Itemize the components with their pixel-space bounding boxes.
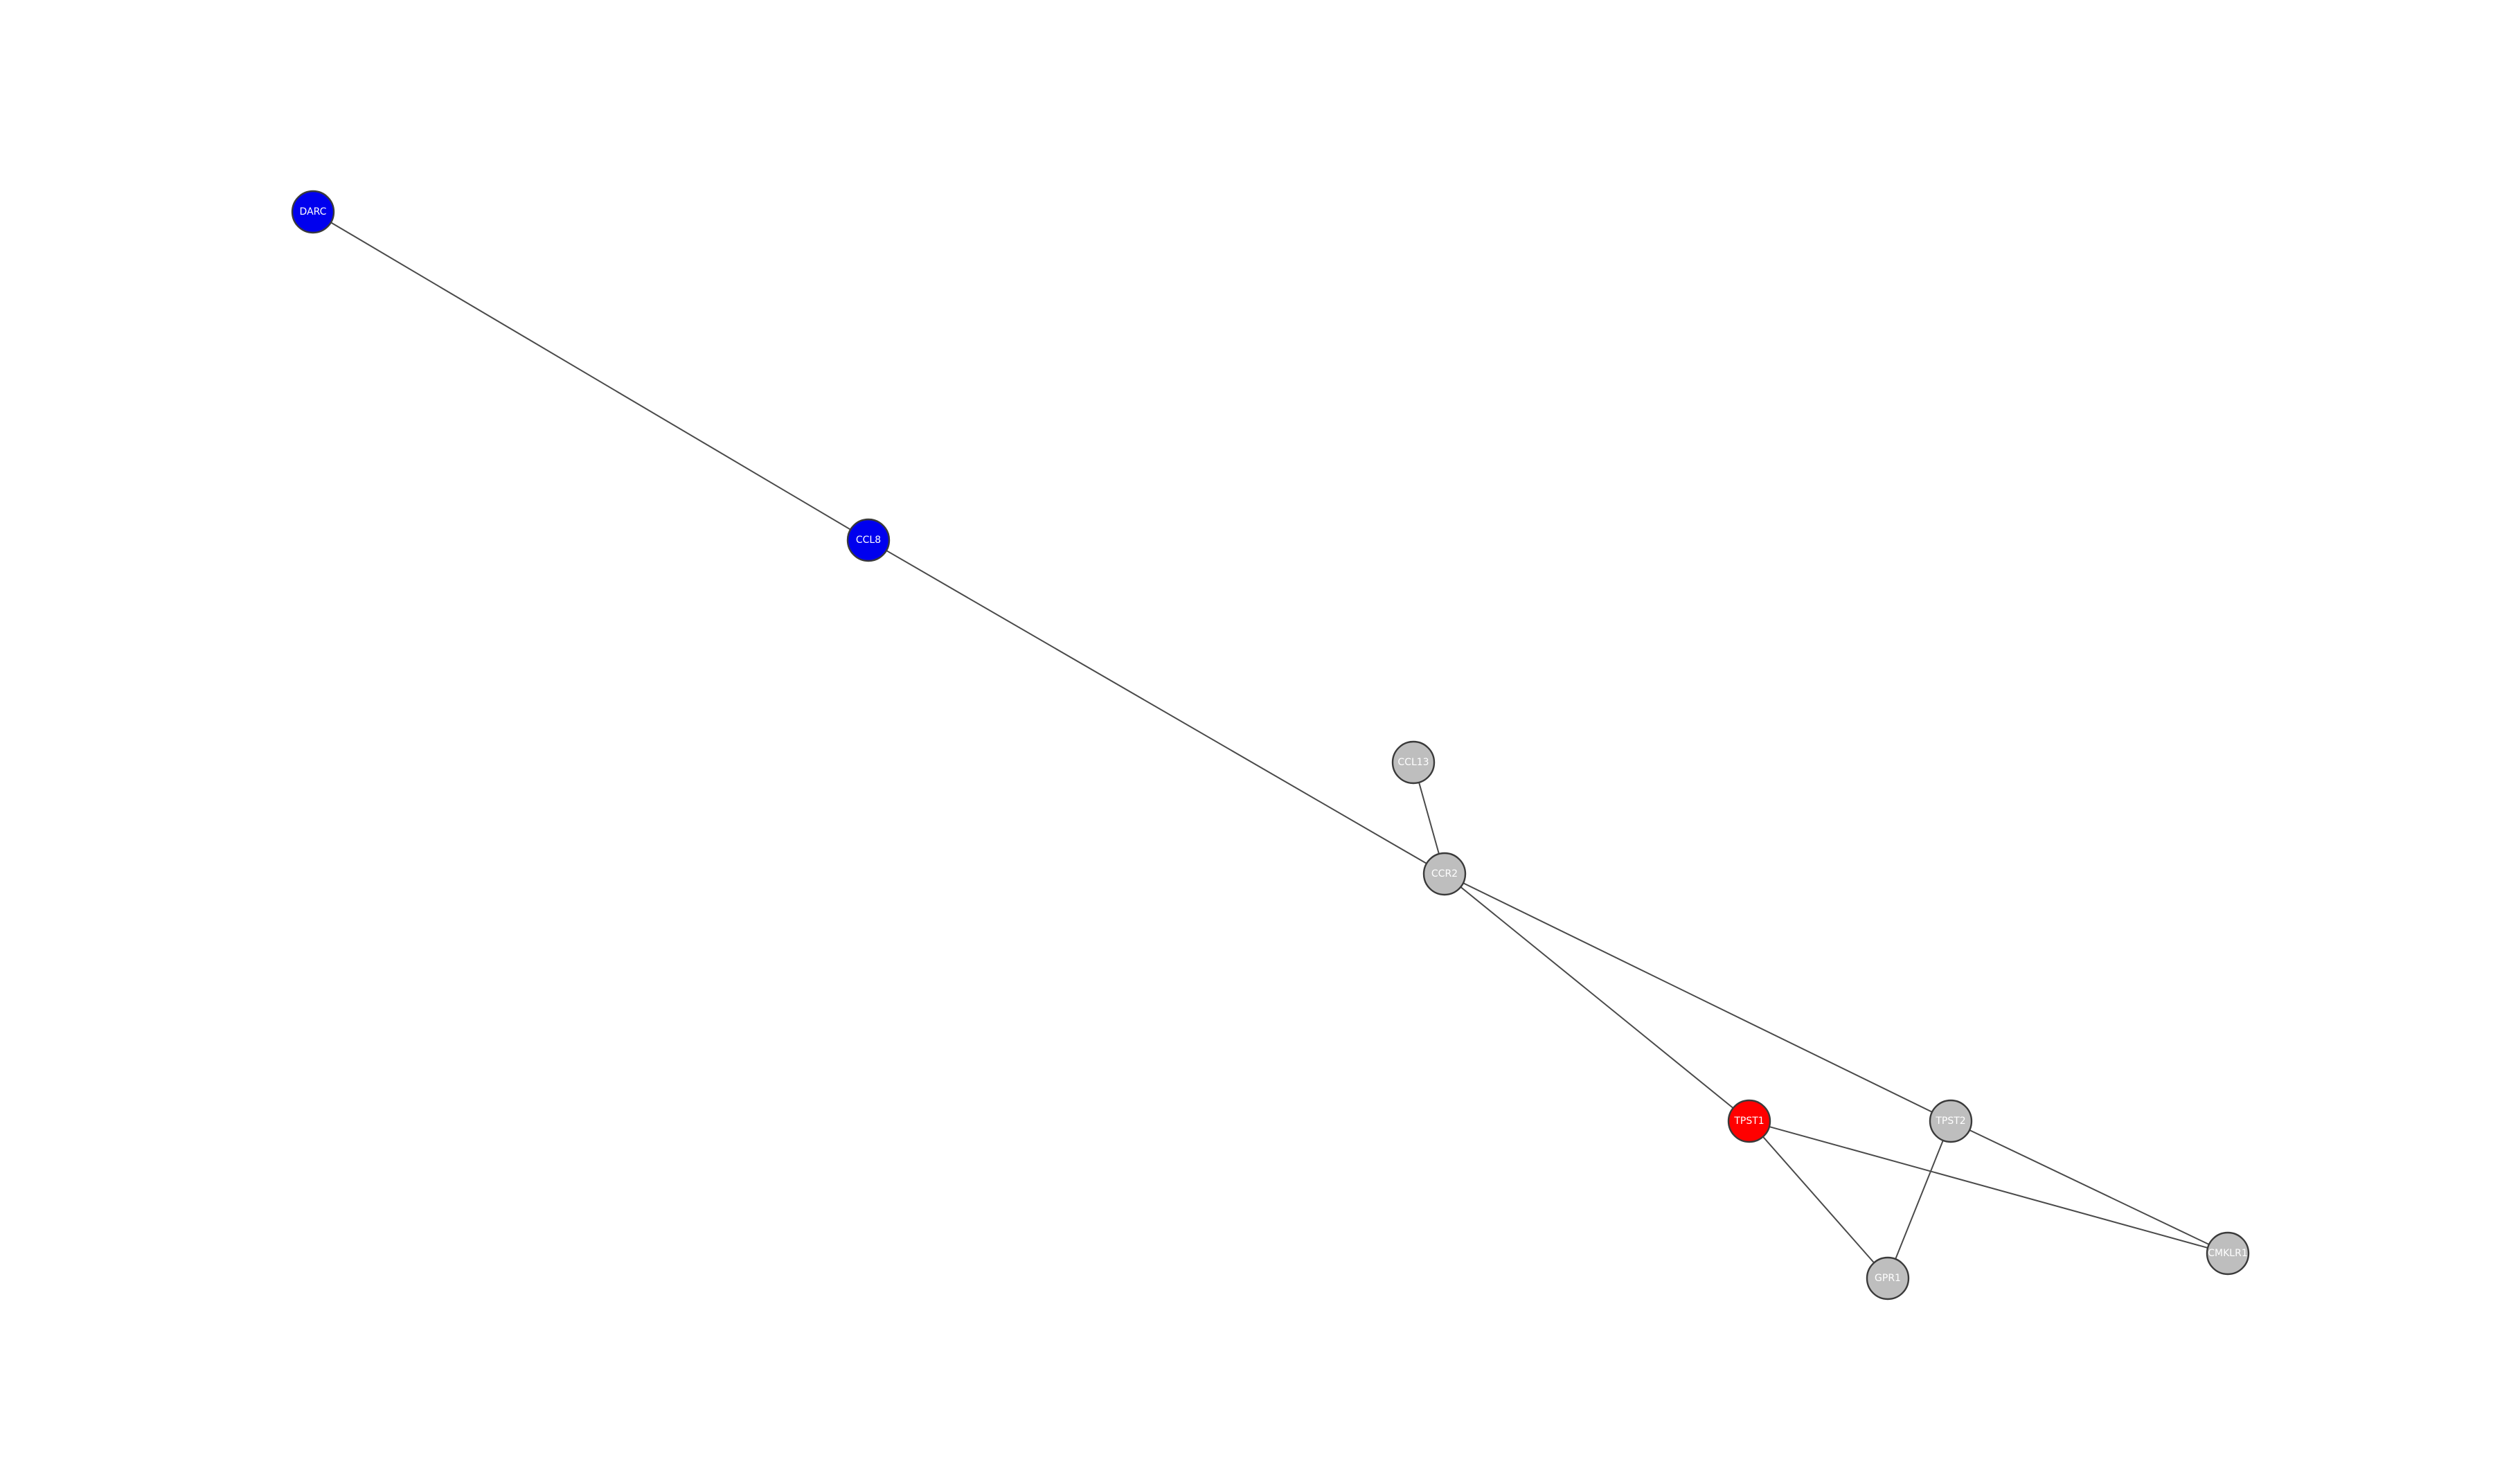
- node-tpst1[interactable]: TPST1: [1728, 1100, 1770, 1142]
- node-label: CMKLR1: [2208, 1248, 2247, 1259]
- edge-ccr2-tpst1: [1445, 874, 1749, 1121]
- node-label: CCL8: [856, 535, 881, 546]
- node-label: TPST1: [1733, 1116, 1764, 1127]
- edge-ccl8-ccr2: [868, 540, 1445, 874]
- node-ccl8[interactable]: CCL8: [848, 519, 889, 561]
- node-layer: DARC CCL8 CCL13 CCR2 TPST1 TPST2 CMKLR1 GPR1: [292, 191, 2249, 1299]
- node-label: CCR2: [1431, 868, 1458, 879]
- node-label: TPST2: [1935, 1116, 1965, 1127]
- edge-darc-ccl8: [313, 212, 868, 540]
- node-ccr2[interactable]: CCR2: [1424, 853, 1465, 895]
- node-ccl13[interactable]: CCL13: [1393, 742, 1434, 783]
- edge-tpst1-cmklr1: [1749, 1121, 2228, 1253]
- node-label: DARC: [300, 206, 327, 217]
- edge-tpst2-gpr1: [1888, 1121, 1951, 1278]
- node-cmklr1[interactable]: CMKLR1: [2207, 1233, 2249, 1274]
- edge-tpst1-gpr1: [1749, 1121, 1888, 1278]
- edge-tpst2-cmklr1: [1951, 1121, 2228, 1253]
- node-label: CCL13: [1397, 757, 1429, 768]
- node-darc[interactable]: DARC: [292, 191, 334, 233]
- node-gpr1[interactable]: GPR1: [1867, 1258, 1909, 1299]
- node-label: GPR1: [1875, 1273, 1901, 1284]
- edge-ccr2-tpst2: [1445, 874, 1951, 1121]
- node-tpst2[interactable]: TPST2: [1930, 1100, 1972, 1142]
